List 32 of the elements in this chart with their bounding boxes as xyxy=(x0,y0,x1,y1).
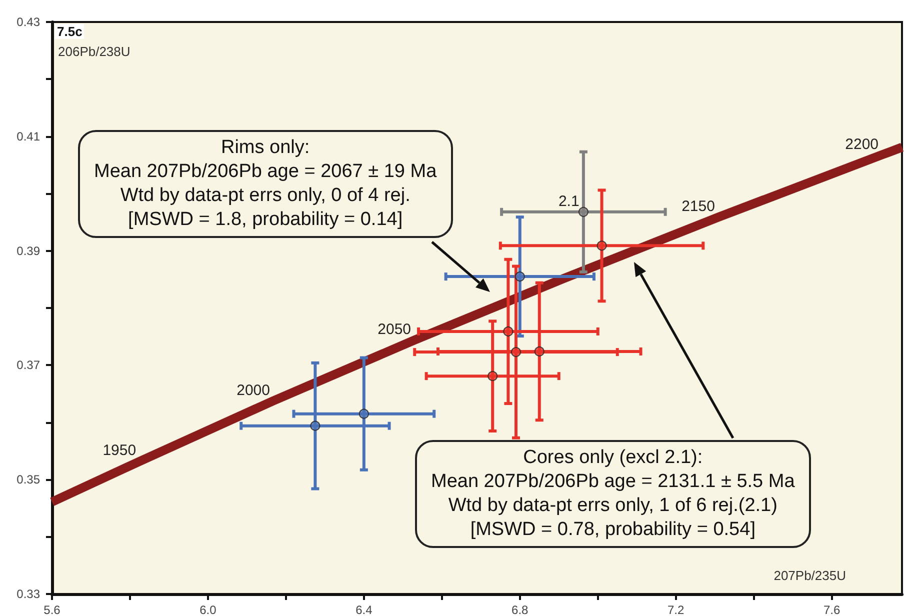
y-tick-label: 0.39 xyxy=(16,244,40,258)
y-tick-label: 0.37 xyxy=(16,358,40,372)
annotation: Rims only: Mean 207Pb/206Pb age = 2067 ± 19 Ma Wtd by data-pt errs only, 0 of 4 rej. [MSWD = 1.8, probability = 0.14] xyxy=(78,130,453,238)
y-tick-label: 0.43 xyxy=(16,15,40,29)
annotation: 2200 xyxy=(845,136,879,153)
x-tick-label: 6.0 xyxy=(200,603,217,616)
annotation: 2.1 xyxy=(558,192,580,210)
x-tick-label: 7.2 xyxy=(668,603,685,616)
point xyxy=(503,326,514,336)
y-axis-title: 206Pb/238U xyxy=(58,44,130,59)
y-tick-label: 0.41 xyxy=(16,129,40,144)
point xyxy=(358,408,369,419)
point xyxy=(514,272,525,282)
x-tick-label: 5.6 xyxy=(44,603,61,616)
point xyxy=(511,347,521,358)
y-tick-label: 0.35 xyxy=(16,472,40,487)
point xyxy=(310,420,320,431)
x-tick-label: 7.6 xyxy=(823,603,840,616)
annotation: 2000 xyxy=(236,382,270,399)
point xyxy=(534,346,544,356)
point xyxy=(578,206,588,217)
point xyxy=(488,371,498,382)
y-tick-label: 0.33 xyxy=(16,587,40,601)
x-tick-label: 6.8 xyxy=(512,603,529,616)
x-tick-label: 6.4 xyxy=(356,603,373,616)
annotation: Cores only (excl 2.1): Mean 207Pb/206Pb age = 2131.1 ± 5.5 Ma Wtd by data-pt errs only, 1 of 6 rej.(2.1) [MSWD = 0.78, probability = 0.54] xyxy=(415,440,811,548)
annotation: 1950 xyxy=(102,442,136,460)
point xyxy=(596,240,607,251)
annotation: 7.5c xyxy=(55,24,84,39)
annotation: 2050 xyxy=(378,321,412,338)
x-axis-title: 207Pb/235U xyxy=(774,568,846,583)
annotation: 2150 xyxy=(682,198,715,216)
